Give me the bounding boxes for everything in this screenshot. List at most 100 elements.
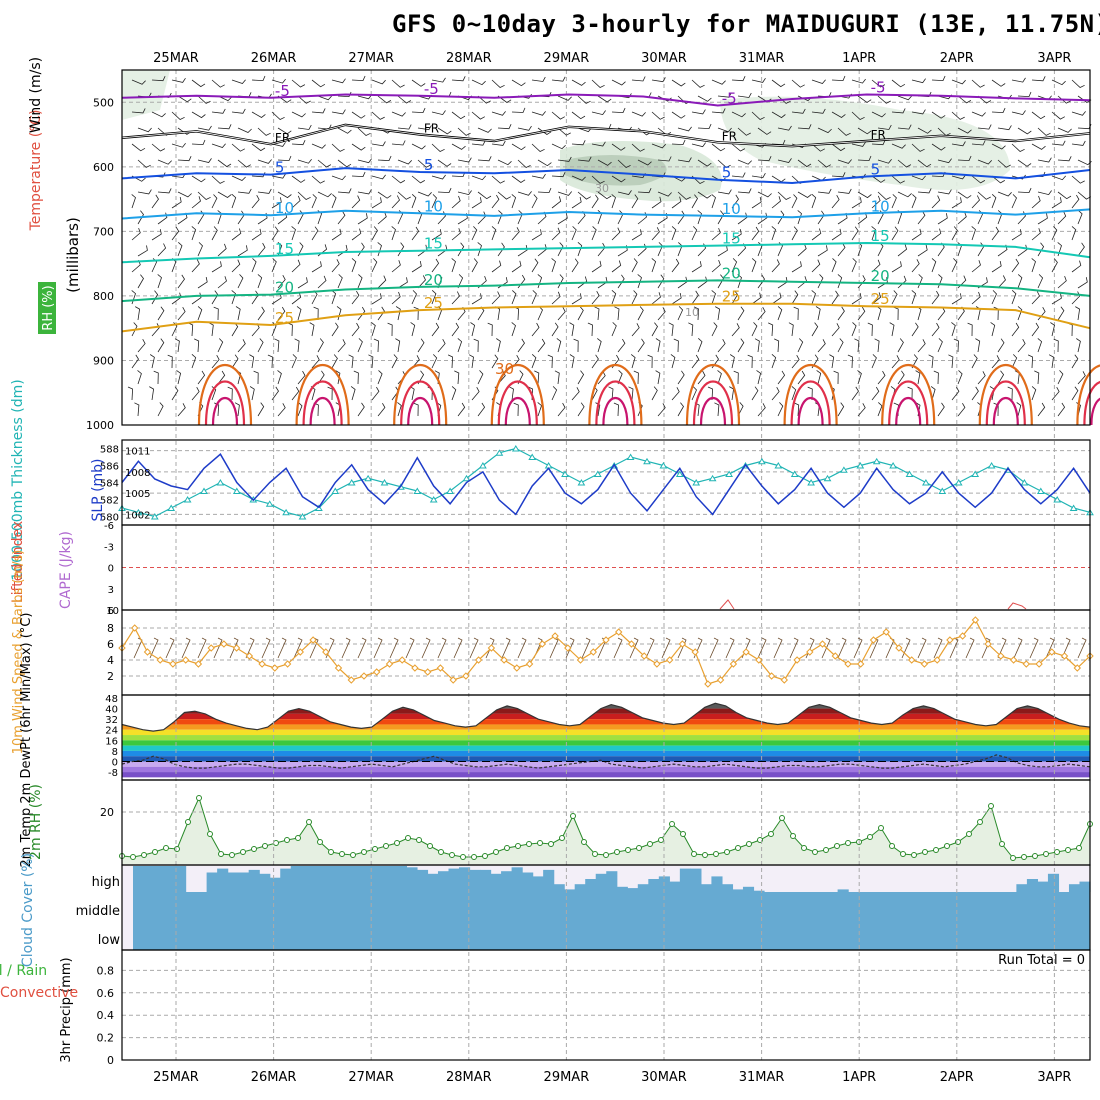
wind-barb (1031, 291, 1040, 305)
wind-barb (231, 259, 241, 273)
lifted-index-axis-label: Lifted Index (10, 521, 26, 603)
wind-barb (197, 158, 212, 163)
thickness-point (347, 479, 356, 486)
wind-barb (251, 75, 266, 82)
rh-point (988, 803, 994, 809)
wind-barb (577, 306, 584, 321)
wind-barb-10m (997, 637, 1007, 659)
wind-barb (297, 210, 304, 225)
wind-barb (631, 111, 646, 117)
hot-contour (588, 364, 643, 426)
cloud-cover-high-bar (332, 866, 344, 892)
rh-point (581, 839, 587, 845)
wind-barb (217, 338, 224, 353)
wind-barb (757, 274, 765, 289)
wind-barb (297, 191, 311, 200)
rh-point (570, 813, 576, 819)
wind-speed-point (232, 644, 241, 652)
wind-barb (811, 322, 819, 337)
precip-convective-label: Convective (0, 985, 78, 1001)
rh-point (768, 831, 774, 837)
cloud-cover-low-middle (133, 892, 1090, 950)
thickness-point (643, 457, 651, 465)
rh-point (614, 849, 620, 855)
wind-barb (937, 338, 943, 353)
wind-barb (837, 159, 852, 164)
contour-label-10: 10 (685, 306, 699, 319)
wind-barb (771, 292, 782, 305)
wind-barb (131, 227, 141, 241)
isotherm-label: 15 (424, 235, 443, 253)
wind-barb (851, 386, 859, 401)
wind-barb (651, 322, 658, 337)
wind-barb (771, 387, 780, 401)
wind-speed-point (920, 660, 929, 668)
wind-barb (697, 95, 712, 102)
wind-barb (630, 354, 636, 369)
wind-barb (831, 290, 839, 305)
hot-contour (302, 380, 343, 426)
cape-spike (1007, 602, 1027, 610)
wind-barb (857, 191, 872, 199)
wind-barb (297, 124, 312, 130)
wind-barb (531, 229, 542, 241)
wind-barb (531, 258, 539, 273)
thickness-point (232, 487, 241, 494)
hot-contour (1076, 364, 1100, 426)
wind-barb (837, 127, 851, 136)
wind-barb (410, 322, 416, 337)
wind-barb (897, 159, 912, 168)
temperature-tick-label: -8 (108, 768, 118, 779)
wind-tick-label: 8 (107, 622, 114, 635)
wind-barb (1031, 386, 1037, 401)
rh-point (350, 852, 356, 858)
cloud-cover-high-bar (753, 890, 765, 892)
wind-barb (1011, 174, 1026, 180)
wind-barb (857, 275, 866, 289)
cloud-cover-high-bar (343, 866, 355, 892)
wind-speed-point (220, 640, 228, 648)
wind-barb (437, 211, 446, 225)
cloud-cover-high-bar (437, 871, 450, 892)
wind-barb (871, 111, 886, 118)
wind-barb (911, 109, 926, 115)
wind-barb (311, 226, 319, 241)
wind-barb (357, 338, 363, 353)
wind-barb (591, 194, 599, 209)
wind-barb (311, 108, 326, 114)
wind-barb (1076, 338, 1081, 353)
wind-barb-10m (501, 637, 511, 659)
wind-barb (737, 127, 751, 136)
cloud-cover-high-bar (553, 884, 565, 892)
wind-barb (274, 338, 280, 353)
wind-barb (915, 370, 921, 385)
wind-barb (451, 76, 466, 82)
wind-barb (757, 403, 766, 417)
wind-barb (930, 386, 936, 401)
wind-barb (1037, 402, 1046, 417)
cloud-cover-high-bar (490, 873, 502, 892)
wind-barb (651, 196, 662, 209)
rh-point (438, 849, 444, 855)
wind-barb (731, 111, 746, 118)
wind-barb (711, 259, 721, 273)
wind-barb (697, 191, 712, 199)
isotherm-label: 10 (424, 197, 443, 215)
wind-speed-point (283, 660, 292, 668)
precip-axis-label: 3hr Precip (mm) (59, 957, 74, 1062)
rh-point (328, 849, 334, 855)
date-label-bottom: 28MAR (446, 1070, 492, 1085)
wind-barb (1071, 260, 1082, 273)
wind-barb (237, 127, 252, 133)
wind-barb (715, 306, 721, 321)
wind-barb (731, 76, 746, 82)
wind-barb (871, 386, 880, 401)
wind-barb (751, 322, 758, 337)
wind-speed-point (767, 672, 776, 680)
wind-barb (431, 110, 446, 116)
hot-contour (1090, 397, 1100, 426)
wind-barb (317, 95, 332, 101)
wind-barb (571, 226, 577, 241)
wind-barb (231, 228, 242, 241)
cloud-cover-high-bar (595, 873, 607, 892)
